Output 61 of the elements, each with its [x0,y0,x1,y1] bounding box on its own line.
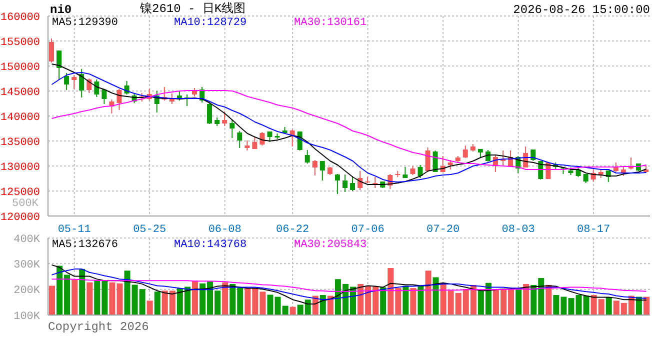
y-tick-label: 135000 [0,136,40,149]
text: MA30:130161 [294,17,367,29]
candlestick [237,130,242,148]
candlestick [530,149,536,162]
text: MA5:129390 [52,17,118,29]
candlestick [448,160,453,170]
annotation: ni0 [50,3,72,17]
text: 500K [12,197,38,211]
x-tick-label: 08-03 [502,224,535,236]
candlestick [230,120,235,138]
candlestick [72,74,77,90]
candlestick [320,160,325,181]
x-tick-label: 05-11 [58,224,92,236]
candlestick [334,174,340,194]
text: MA10:143768 [174,239,247,251]
y-tick-label: 300K [14,260,40,272]
candlestick [207,102,212,124]
y-tick-label: 140000 [0,112,40,124]
candlestick [418,164,423,178]
text: Copyright 2026 [48,320,149,334]
x-tick-label: 08-17 [577,224,610,236]
candlestick [244,140,250,151]
y-tick-label: 200K [14,285,40,298]
candlestick [462,145,468,158]
candlestick [116,88,122,110]
y-tick-label: 400K [14,234,40,246]
y-tick-label: 145000 [0,86,40,99]
annotation: 2026-08-26 15:00:00 [513,3,650,17]
candlestick [102,88,107,104]
y-tick-label: 125000 [0,186,40,199]
x-tick-label: 07-20 [426,224,460,236]
candlestick [260,132,265,146]
candlestick [79,68,84,98]
candlestick [312,160,318,176]
x-tick-label: 07-06 [351,224,384,236]
text: MA10:128729 [174,17,247,29]
line-series [51,90,647,170]
candlestick [425,147,430,172]
candlestick [56,50,62,80]
x-tick-label: 06-22 [276,224,310,236]
y-tick-label: 160000 [0,12,40,24]
candlestick [342,174,348,192]
line-series [51,278,647,292]
x-tick-label: 05-25 [133,224,166,236]
y-tick-label: 150000 [0,62,40,74]
text: MA30:205843 [294,239,367,251]
candlestick [49,38,54,63]
candlestick [267,131,272,142]
candlestick [222,111,228,126]
y-tick-label: 130000 [0,162,40,174]
y-tick-label: 155000 [0,36,40,49]
x-tick-label: 06-08 [208,224,242,236]
candlestick [252,136,258,150]
candlestick [304,150,310,164]
candlestick [64,72,70,90]
series-label: MA5:132676 [52,239,118,251]
candlestick [350,176,355,192]
chart-title: 镍2610 - 日K线图 [140,1,246,18]
candlestick [94,79,100,98]
y-tick-label: 100K [14,310,40,323]
y-tick-label: 120000 [0,212,40,224]
